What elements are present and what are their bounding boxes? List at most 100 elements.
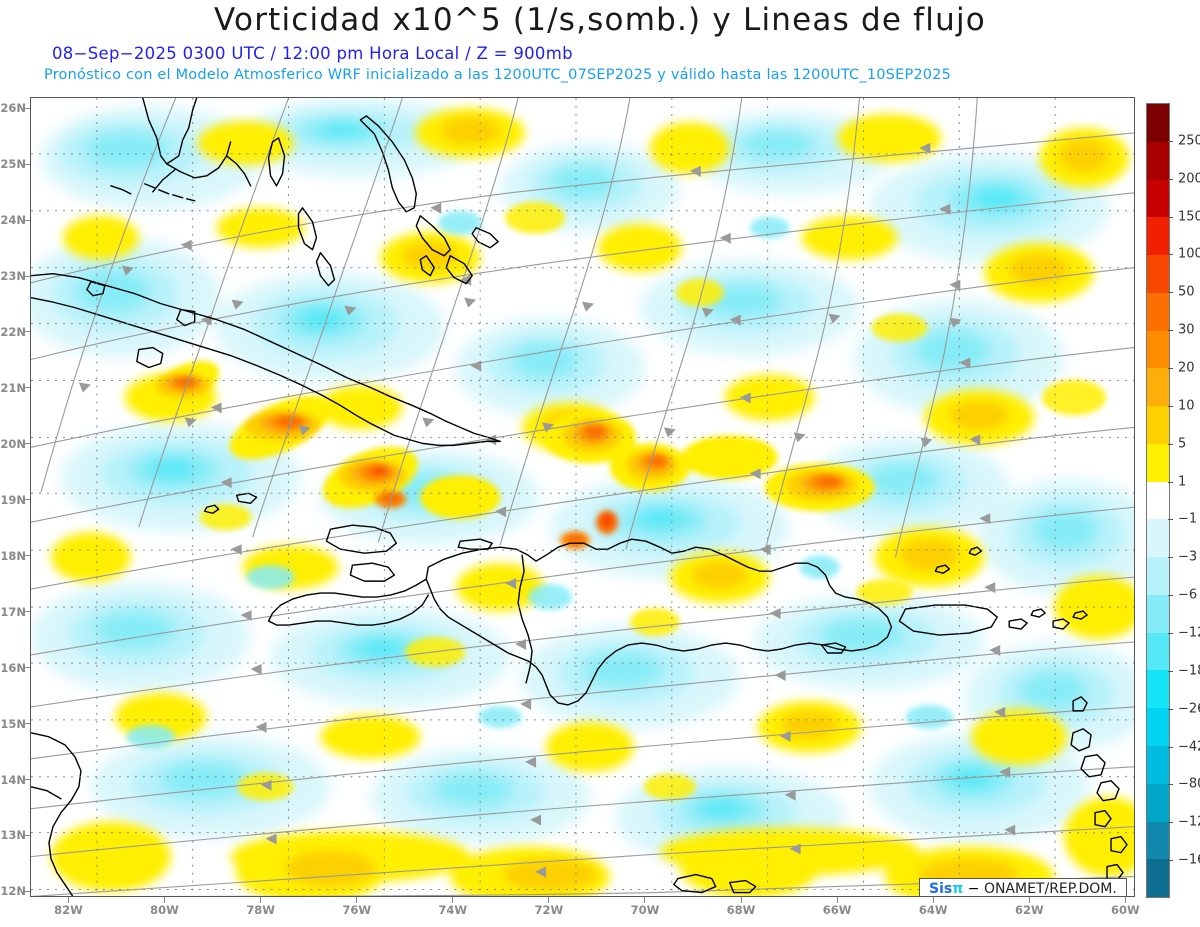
lat-tick-label: 23N — [0, 269, 26, 284]
colorbar-tick-label: 50 — [1178, 284, 1195, 300]
colorbar-tick-label: −120 — [1178, 814, 1200, 830]
colorbar-tick-mark — [1168, 557, 1173, 559]
colorbar-tick-mark — [1168, 368, 1173, 369]
colorbar-tick-label: −26 — [1178, 701, 1200, 717]
colorbar-tick-mark — [1168, 860, 1173, 862]
lat-tick-mark — [24, 723, 30, 725]
lon-tick-label: 74W — [438, 903, 468, 917]
colorbar-tick-label: 30 — [1178, 322, 1195, 338]
colorbar-tick-mark — [1168, 330, 1173, 332]
lat-tick-label: 14N — [0, 772, 26, 787]
colorbar-band — [1147, 594, 1169, 633]
colorbar-band — [1147, 330, 1169, 369]
colorbar-tick-label: −6 — [1178, 587, 1198, 603]
colorbar-tick-label: −80 — [1178, 776, 1200, 792]
lon-tick-label: 60W — [1111, 903, 1140, 917]
colorbar-tick-mark — [1168, 595, 1173, 597]
streamline-layer — [31, 98, 1134, 896]
lat-tick-label: 19N — [0, 492, 26, 507]
colorbar-band — [1147, 255, 1169, 293]
colorbar-tick-label: 20 — [1178, 360, 1195, 376]
colorbar-band — [1147, 821, 1169, 860]
colorbar-tick-label: 150 — [1178, 209, 1200, 225]
lon-tick-label: 68W — [726, 903, 756, 917]
lat-tick-mark — [24, 667, 30, 669]
colorbar-tick-mark — [1168, 519, 1173, 521]
lon-tick-label: 76W — [342, 903, 372, 917]
lat-tick-label: 25N — [0, 157, 26, 172]
lon-tick-mark — [356, 897, 358, 903]
colorbar-band — [1147, 217, 1169, 256]
lat-tick-mark — [24, 499, 30, 501]
colorbar-tick-mark — [1168, 405, 1173, 407]
lat-tick-mark — [24, 219, 30, 221]
gridline-layer — [31, 98, 1134, 896]
coastline-layer — [31, 98, 1128, 896]
lon-tick-mark — [67, 897, 69, 903]
lon-tick-label: 72W — [534, 903, 564, 917]
colorbar-tick-mark — [1168, 822, 1173, 824]
colorbar-tick-mark — [1168, 443, 1173, 445]
subtitle-datetime: 08−Sep−2025 0300 UTC / 12:00 pm Hora Loc… — [52, 44, 573, 63]
colorbar-band — [1147, 104, 1169, 142]
colorbar-tick-label: −160 — [1178, 852, 1200, 868]
map-plot-area[interactable]: Sisπ − ONAMET/REP.DOM. — [30, 97, 1135, 897]
colorbar-tick-mark — [1168, 633, 1173, 634]
colorbar-band — [1147, 141, 1169, 180]
attr-sis-label: Sis — [929, 881, 953, 897]
colorbar-tick-mark — [1168, 178, 1173, 180]
colorbar-tick-mark — [1168, 216, 1173, 218]
attr-separator: − — [963, 881, 984, 897]
colorbar-tick-mark — [1168, 746, 1173, 748]
colorbar-tick-mark — [1168, 140, 1173, 142]
colorbar-tick-label: −18 — [1178, 663, 1200, 679]
colorbar[interactable] — [1146, 103, 1170, 898]
attr-pi-icon: π — [952, 881, 964, 897]
lon-tick-mark — [1028, 897, 1030, 903]
colorbar-tick-label: 100 — [1178, 246, 1200, 262]
colorbar-band — [1147, 746, 1169, 784]
lat-tick-mark — [24, 834, 30, 836]
colorbar-band — [1147, 406, 1169, 444]
colorbar-tick-label: 1 — [1178, 474, 1187, 490]
subtitle-model-info: Pronóstico con el Modelo Atmosferico WRF… — [44, 67, 952, 83]
lat-tick-label: 24N — [0, 213, 26, 228]
colorbar-tick-mark — [1168, 254, 1173, 256]
colorbar-tick-mark — [1168, 670, 1173, 672]
lat-tick-mark — [24, 443, 30, 445]
lat-tick-label: 18N — [0, 548, 26, 563]
colorbar-tick-label: −1 — [1178, 511, 1198, 527]
colorbar-tick-label: −42 — [1178, 739, 1200, 755]
lat-tick-label: 20N — [0, 436, 26, 451]
colorbar-tick-mark — [1168, 784, 1173, 786]
lon-tick-mark — [644, 897, 646, 903]
lat-tick-label: 13N — [0, 828, 26, 843]
lat-tick-label: 16N — [0, 660, 26, 675]
lon-tick-mark — [164, 897, 166, 903]
lon-tick-mark — [260, 897, 262, 903]
colorbar-tick-label: −12 — [1178, 625, 1200, 641]
colorbar-band — [1147, 632, 1169, 671]
colorbar-band — [1147, 519, 1169, 558]
colorbar-tick-labels: 250 200 150 100 50 30 20 10 5 1 −1 −3 −6 −12 −18 −26 −42… — [1168, 103, 1200, 898]
colorbar-band — [1147, 670, 1169, 709]
colorbar-tick-mark — [1168, 292, 1173, 294]
lat-tick-label: 15N — [0, 716, 26, 731]
lon-tick-label: 66W — [822, 903, 852, 917]
page-title: Vorticidad x10^5 (1/s,somb.) y Lineas de… — [214, 2, 986, 38]
lon-tick-mark — [1124, 897, 1126, 903]
lat-tick-label: 26N — [0, 101, 26, 116]
colorbar-tick-label: 5 — [1178, 436, 1187, 452]
lon-tick-mark — [836, 897, 838, 903]
lat-tick-mark — [24, 611, 30, 613]
attribution-badge: Sisπ − ONAMET/REP.DOM. — [919, 878, 1127, 897]
lat-tick-label: 22N — [0, 324, 26, 339]
colorbar-band — [1147, 292, 1169, 331]
colorbar-band — [1147, 443, 1169, 482]
colorbar-tick-label: −3 — [1178, 549, 1198, 565]
lon-tick-label: 82W — [54, 903, 83, 917]
lon-tick-label: 70W — [630, 903, 660, 917]
attr-org-label: ONAMET/REP.DOM. — [983, 881, 1117, 897]
lon-tick-mark — [452, 897, 454, 903]
lat-tick-mark — [24, 275, 30, 277]
